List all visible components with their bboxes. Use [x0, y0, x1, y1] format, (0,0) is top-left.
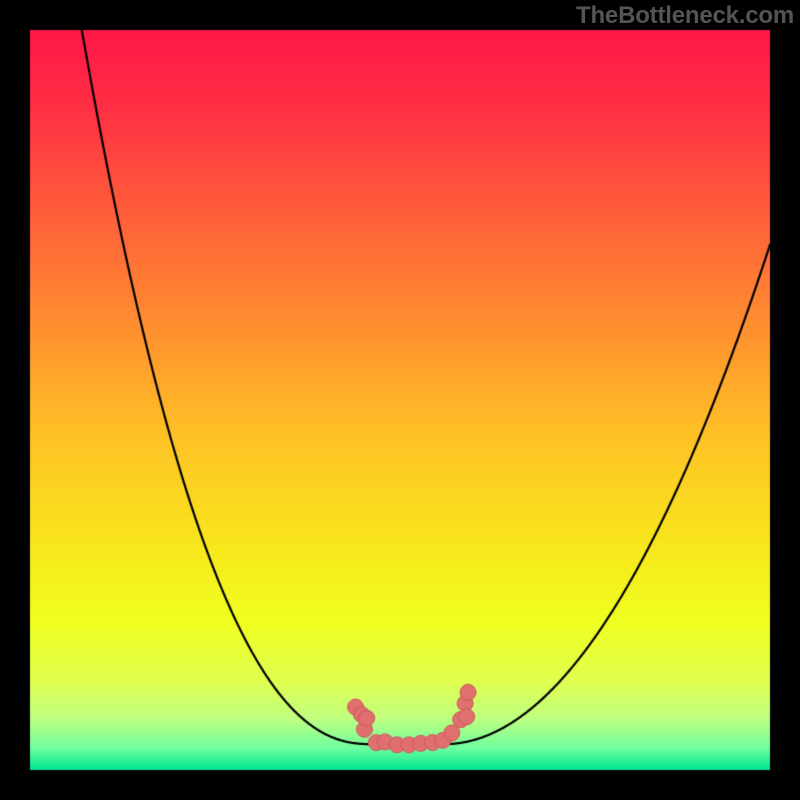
watermark-label: TheBottleneck.com [576, 0, 800, 30]
bottleneck-chart-canvas [0, 0, 800, 800]
